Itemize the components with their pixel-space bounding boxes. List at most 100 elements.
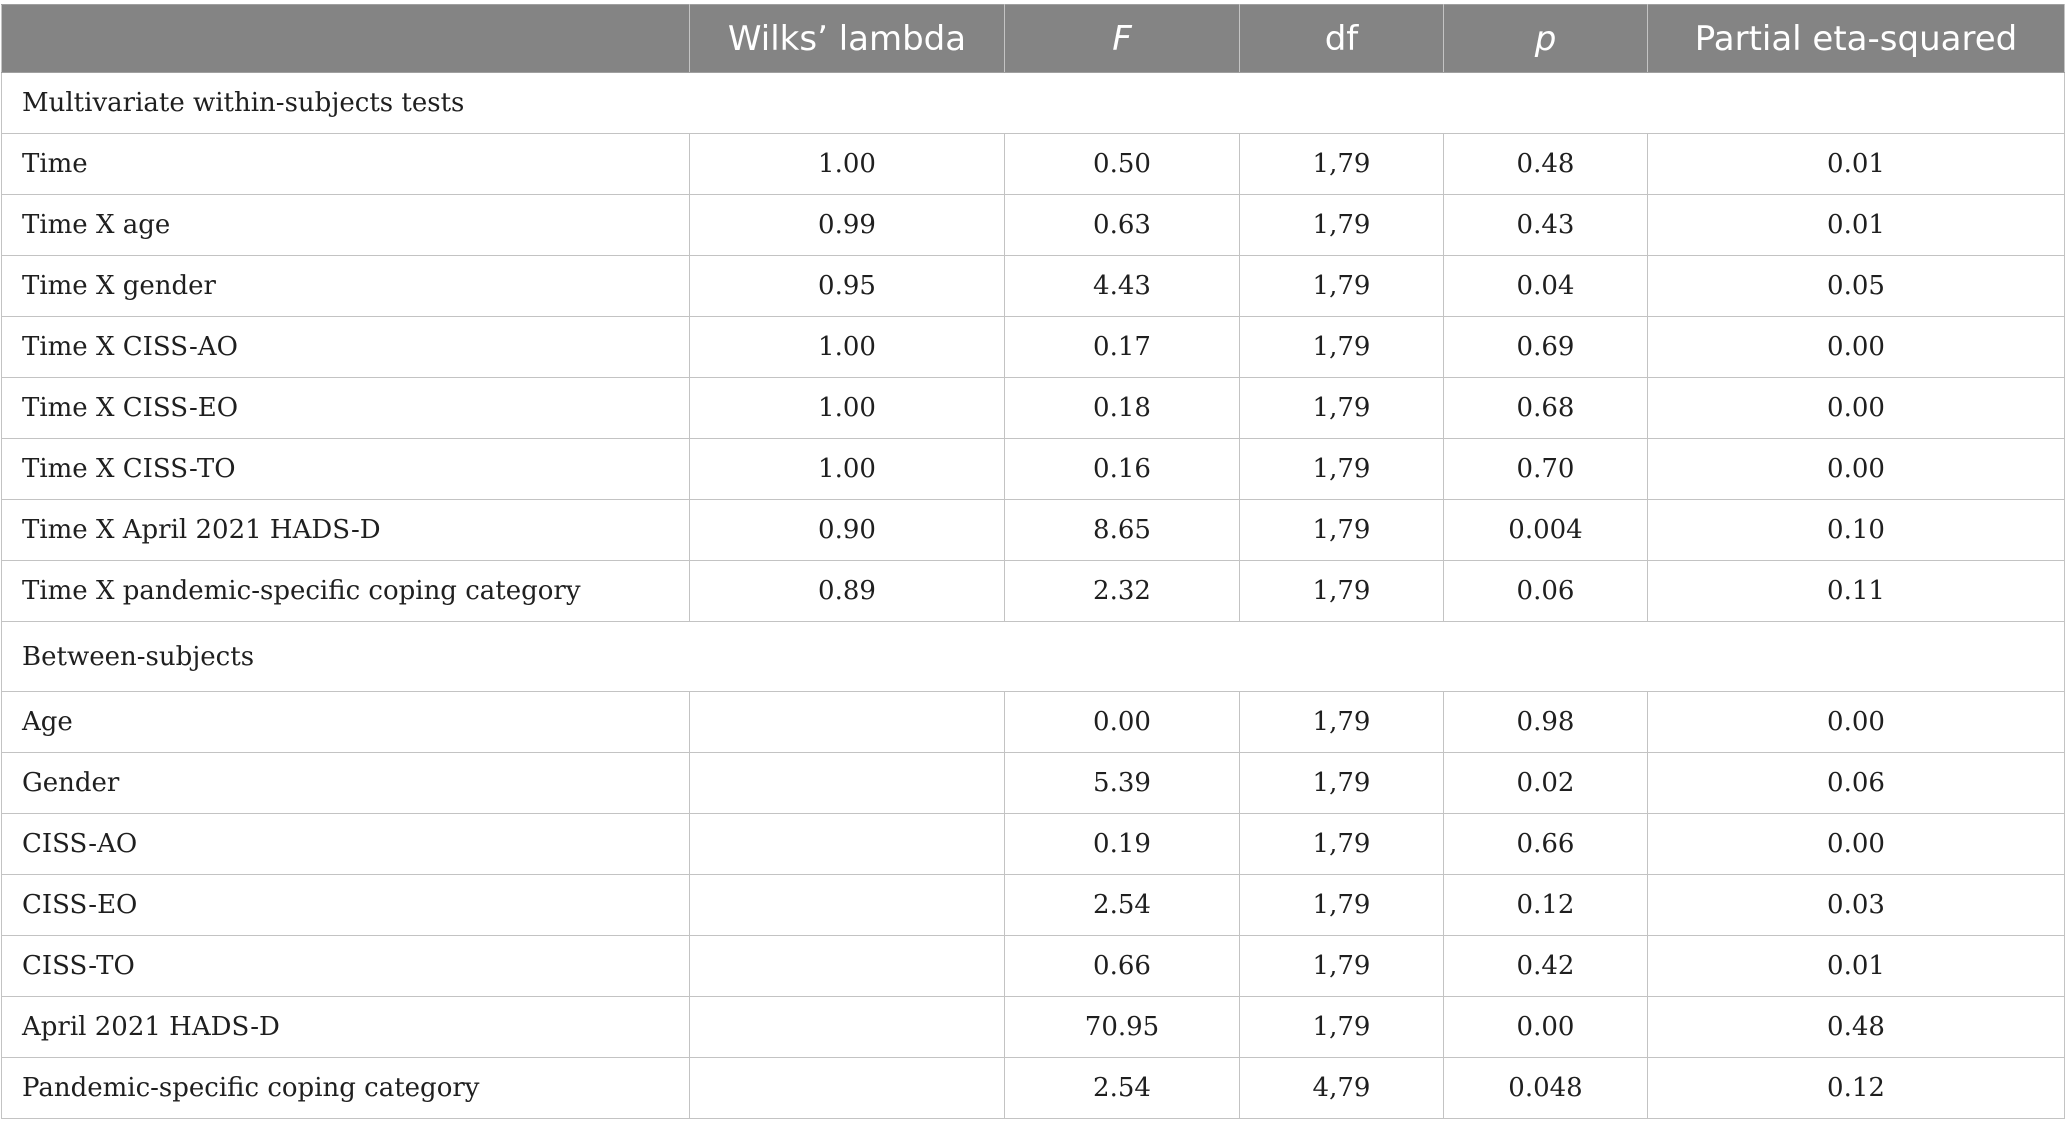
df-cell: 1,79 <box>1239 316 1444 378</box>
df-cell: 1,79 <box>1239 133 1444 195</box>
f-cell: 0.50 <box>1004 133 1240 195</box>
section-title: Between-subjects <box>1 621 2065 692</box>
df-cell: 1,79 <box>1239 691 1444 753</box>
row-label: Age <box>1 691 690 753</box>
eta-cell: 0.00 <box>1647 813 2065 875</box>
row-label: Time X CISS-AO <box>1 316 690 378</box>
table-row: Gender 5.39 1,79 0.02 0.06 <box>1 752 2065 814</box>
p-cell: 0.00 <box>1443 996 1648 1058</box>
df-cell: 4,79 <box>1239 1057 1444 1119</box>
wilks-lambda-cell <box>689 691 1005 753</box>
f-cell: 0.18 <box>1004 377 1240 439</box>
p-cell: 0.43 <box>1443 194 1648 256</box>
table-row: Time X pandemic-specific coping category… <box>1 560 2065 622</box>
table-row: Time X April 2021 HADS-D 0.90 8.65 1,79 0.00… <box>1 499 2065 561</box>
table-row: April 2021 HADS-D 70.95 1,79 0.00 0.48 <box>1 996 2065 1058</box>
p-cell: 0.69 <box>1443 316 1648 378</box>
wilks-lambda-cell: 1.00 <box>689 133 1005 195</box>
p-cell: 0.06 <box>1443 560 1648 622</box>
df-cell: 1,79 <box>1239 255 1444 317</box>
row-label: Time <box>1 133 690 195</box>
header-df: df <box>1239 4 1444 73</box>
p-cell: 0.004 <box>1443 499 1648 561</box>
header-f: F <box>1004 4 1240 73</box>
eta-cell: 0.00 <box>1647 316 2065 378</box>
header-p: p <box>1443 4 1648 73</box>
f-cell: 0.66 <box>1004 935 1240 997</box>
wilks-lambda-cell <box>689 813 1005 875</box>
eta-cell: 0.10 <box>1647 499 2065 561</box>
df-cell: 1,79 <box>1239 813 1444 875</box>
eta-cell: 0.01 <box>1647 194 2065 256</box>
eta-cell: 0.01 <box>1647 133 2065 195</box>
f-cell: 0.16 <box>1004 438 1240 500</box>
f-cell: 0.00 <box>1004 691 1240 753</box>
row-label: CISS-EO <box>1 874 690 936</box>
wilks-lambda-cell: 0.90 <box>689 499 1005 561</box>
table-row: Pandemic-specific coping category 2.54 4,7… <box>1 1057 2065 1119</box>
header-partial-eta-squared: Partial eta-squared <box>1647 4 2065 73</box>
row-label: Time X pandemic-specific coping category <box>1 560 690 622</box>
p-cell: 0.048 <box>1443 1057 1648 1119</box>
p-cell: 0.98 <box>1443 691 1648 753</box>
p-cell: 0.42 <box>1443 935 1648 997</box>
table-row: CISS-AO 0.19 1,79 0.66 0.00 <box>1 813 2065 875</box>
p-cell: 0.02 <box>1443 752 1648 814</box>
df-cell: 1,79 <box>1239 438 1444 500</box>
row-label: Gender <box>1 752 690 814</box>
wilks-lambda-cell: 0.99 <box>689 194 1005 256</box>
table-row: Age 0.00 1,79 0.98 0.00 <box>1 691 2065 753</box>
eta-cell: 0.48 <box>1647 996 2065 1058</box>
f-cell: 5.39 <box>1004 752 1240 814</box>
df-cell: 1,79 <box>1239 752 1444 814</box>
row-label: April 2021 HADS-D <box>1 996 690 1058</box>
f-cell: 0.63 <box>1004 194 1240 256</box>
p-cell: 0.68 <box>1443 377 1648 439</box>
row-label: Time X gender <box>1 255 690 317</box>
statistics-table: Wilks’ lambda F df p Partial eta-squared… <box>1 4 2065 1119</box>
f-cell: 4.43 <box>1004 255 1240 317</box>
p-cell: 0.12 <box>1443 874 1648 936</box>
f-cell: 70.95 <box>1004 996 1240 1058</box>
wilks-lambda-cell: 1.00 <box>689 377 1005 439</box>
header-row: Wilks’ lambda F df p Partial eta-squared <box>1 4 2065 73</box>
wilks-lambda-cell: 1.00 <box>689 316 1005 378</box>
row-label: Time X CISS-EO <box>1 377 690 439</box>
table-row: CISS-EO 2.54 1,79 0.12 0.03 <box>1 874 2065 936</box>
df-cell: 1,79 <box>1239 194 1444 256</box>
section-header-row: Between-subjects <box>1 621 2065 692</box>
header-blank <box>1 4 690 73</box>
wilks-lambda-cell <box>689 752 1005 814</box>
df-cell: 1,79 <box>1239 935 1444 997</box>
header-wilks-lambda: Wilks’ lambda <box>689 4 1005 73</box>
wilks-lambda-cell: 1.00 <box>689 438 1005 500</box>
section-header-row: Multivariate within-subjects tests <box>1 72 2065 134</box>
eta-cell: 0.00 <box>1647 438 2065 500</box>
eta-cell: 0.06 <box>1647 752 2065 814</box>
table-row: Time X CISS-TO 1.00 0.16 1,79 0.70 0.00 <box>1 438 2065 500</box>
wilks-lambda-cell <box>689 996 1005 1058</box>
f-cell: 0.17 <box>1004 316 1240 378</box>
df-cell: 1,79 <box>1239 377 1444 439</box>
eta-cell: 0.03 <box>1647 874 2065 936</box>
row-label: Pandemic-specific coping category <box>1 1057 690 1119</box>
wilks-lambda-cell: 0.95 <box>689 255 1005 317</box>
wilks-lambda-cell <box>689 874 1005 936</box>
row-label: Time X age <box>1 194 690 256</box>
eta-cell: 0.00 <box>1647 377 2065 439</box>
f-cell: 2.32 <box>1004 560 1240 622</box>
table-row: Time 1.00 0.50 1,79 0.48 0.01 <box>1 133 2065 195</box>
table-row: Time X CISS-EO 1.00 0.18 1,79 0.68 0.00 <box>1 377 2065 439</box>
table-header: Wilks’ lambda F df p Partial eta-squared <box>1 4 2065 73</box>
f-cell: 2.54 <box>1004 1057 1240 1119</box>
df-cell: 1,79 <box>1239 874 1444 936</box>
p-cell: 0.70 <box>1443 438 1648 500</box>
f-cell: 8.65 <box>1004 499 1240 561</box>
row-label: CISS-TO <box>1 935 690 997</box>
wilks-lambda-cell: 0.89 <box>689 560 1005 622</box>
eta-cell: 0.01 <box>1647 935 2065 997</box>
row-label: Time X April 2021 HADS-D <box>1 499 690 561</box>
df-cell: 1,79 <box>1239 996 1444 1058</box>
eta-cell: 0.00 <box>1647 691 2065 753</box>
row-label: Time X CISS-TO <box>1 438 690 500</box>
